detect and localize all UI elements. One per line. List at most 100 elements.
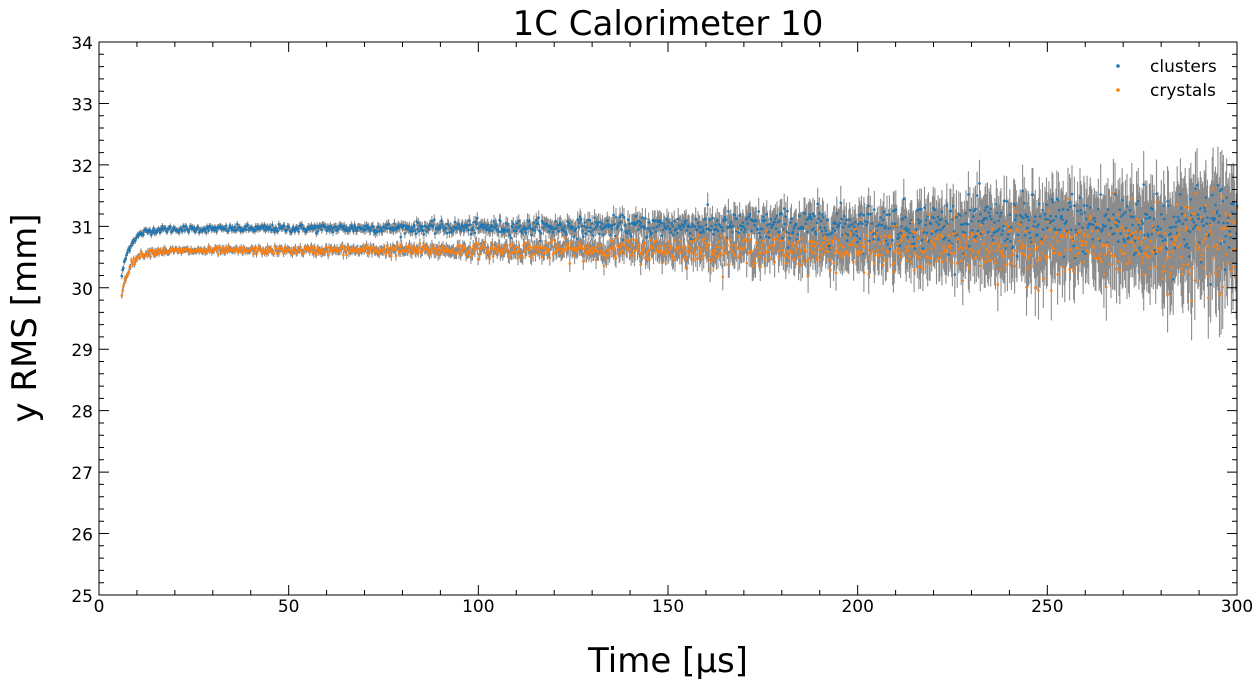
point-clusters [993, 221, 996, 224]
point-crystals [818, 248, 821, 251]
point-clusters [204, 227, 207, 231]
point-clusters [599, 225, 603, 229]
point-clusters [633, 223, 637, 227]
point-crystals [1128, 233, 1132, 237]
point-crystals [516, 256, 520, 260]
point-crystals [1215, 243, 1219, 247]
point-crystals [755, 241, 759, 244]
point-clusters [578, 221, 581, 224]
point-crystals [822, 237, 826, 240]
point-crystals [269, 247, 273, 250]
point-crystals [718, 246, 721, 249]
point-crystals [1193, 279, 1197, 282]
point-clusters [629, 232, 632, 236]
point-clusters [959, 214, 962, 217]
point-clusters [1065, 219, 1068, 223]
tick-marks [98, 41, 1238, 596]
point-clusters [1093, 216, 1096, 220]
point-crystals [1208, 229, 1212, 233]
point-crystals [645, 250, 649, 254]
point-crystals [905, 246, 909, 249]
point-crystals [769, 233, 772, 237]
point-clusters [231, 226, 234, 229]
point-clusters [1166, 200, 1169, 203]
point-clusters [868, 239, 871, 243]
point-crystals [1185, 226, 1189, 229]
point-crystals [1142, 273, 1145, 276]
point-crystals [970, 231, 973, 235]
point-crystals [162, 252, 166, 255]
point-clusters [1038, 215, 1042, 218]
point-clusters [413, 229, 417, 232]
point-clusters [900, 225, 903, 228]
point-clusters [1057, 208, 1061, 212]
point-clusters [820, 229, 823, 233]
point-crystals [672, 255, 675, 259]
point-clusters [1219, 242, 1223, 245]
point-crystals [967, 263, 970, 267]
point-clusters [716, 229, 720, 233]
point-crystals [205, 250, 209, 254]
point-crystals [1171, 250, 1174, 254]
point-clusters [802, 227, 805, 230]
point-clusters [741, 221, 745, 224]
point-clusters [863, 219, 866, 223]
point-crystals [624, 238, 627, 242]
point-clusters [364, 228, 368, 232]
point-clusters [508, 233, 512, 237]
point-clusters [785, 230, 788, 234]
point-crystals [1226, 262, 1229, 265]
point-crystals [335, 247, 339, 250]
point-clusters [595, 225, 599, 228]
point-clusters [983, 209, 987, 212]
point-clusters [1051, 200, 1055, 204]
x-tick-label: 300 [1221, 597, 1253, 617]
point-crystals [565, 248, 568, 252]
point-clusters [940, 218, 943, 221]
point-clusters [777, 230, 780, 234]
point-crystals [1104, 253, 1107, 256]
point-clusters [325, 229, 328, 233]
point-clusters [371, 225, 375, 228]
point-crystals [1188, 217, 1192, 220]
point-crystals [1136, 237, 1140, 240]
point-crystals [480, 247, 483, 250]
point-crystals [778, 239, 782, 243]
point-clusters [1034, 215, 1037, 218]
point-clusters [195, 228, 198, 231]
point-crystals [1132, 231, 1135, 235]
point-clusters [670, 222, 674, 225]
point-clusters [1057, 199, 1060, 202]
point-crystals [389, 254, 393, 258]
point-clusters [1086, 226, 1090, 229]
point-clusters [943, 224, 946, 228]
point-crystals [570, 241, 573, 244]
point-crystals [1025, 286, 1028, 289]
point-clusters [782, 228, 785, 231]
point-crystals [663, 245, 666, 248]
point-crystals [1014, 210, 1017, 214]
point-clusters [577, 225, 580, 229]
point-crystals [652, 252, 655, 255]
point-crystals [481, 243, 485, 247]
point-crystals [372, 246, 376, 249]
point-crystals [660, 261, 664, 265]
point-clusters [602, 233, 605, 236]
point-clusters [310, 224, 313, 227]
point-clusters [676, 217, 680, 221]
point-clusters [897, 236, 901, 239]
point-crystals [1149, 239, 1153, 243]
point-clusters [742, 225, 745, 228]
point-crystals [496, 248, 500, 251]
point-crystals [441, 245, 445, 248]
point-crystals [1191, 266, 1194, 270]
point-crystals [1124, 234, 1128, 238]
point-crystals [991, 242, 995, 245]
point-clusters [385, 227, 389, 231]
point-clusters [710, 224, 713, 228]
point-clusters [262, 227, 266, 231]
point-crystals [1053, 248, 1056, 251]
point-clusters [755, 219, 758, 223]
point-crystals [541, 246, 544, 250]
point-crystals [901, 229, 905, 233]
